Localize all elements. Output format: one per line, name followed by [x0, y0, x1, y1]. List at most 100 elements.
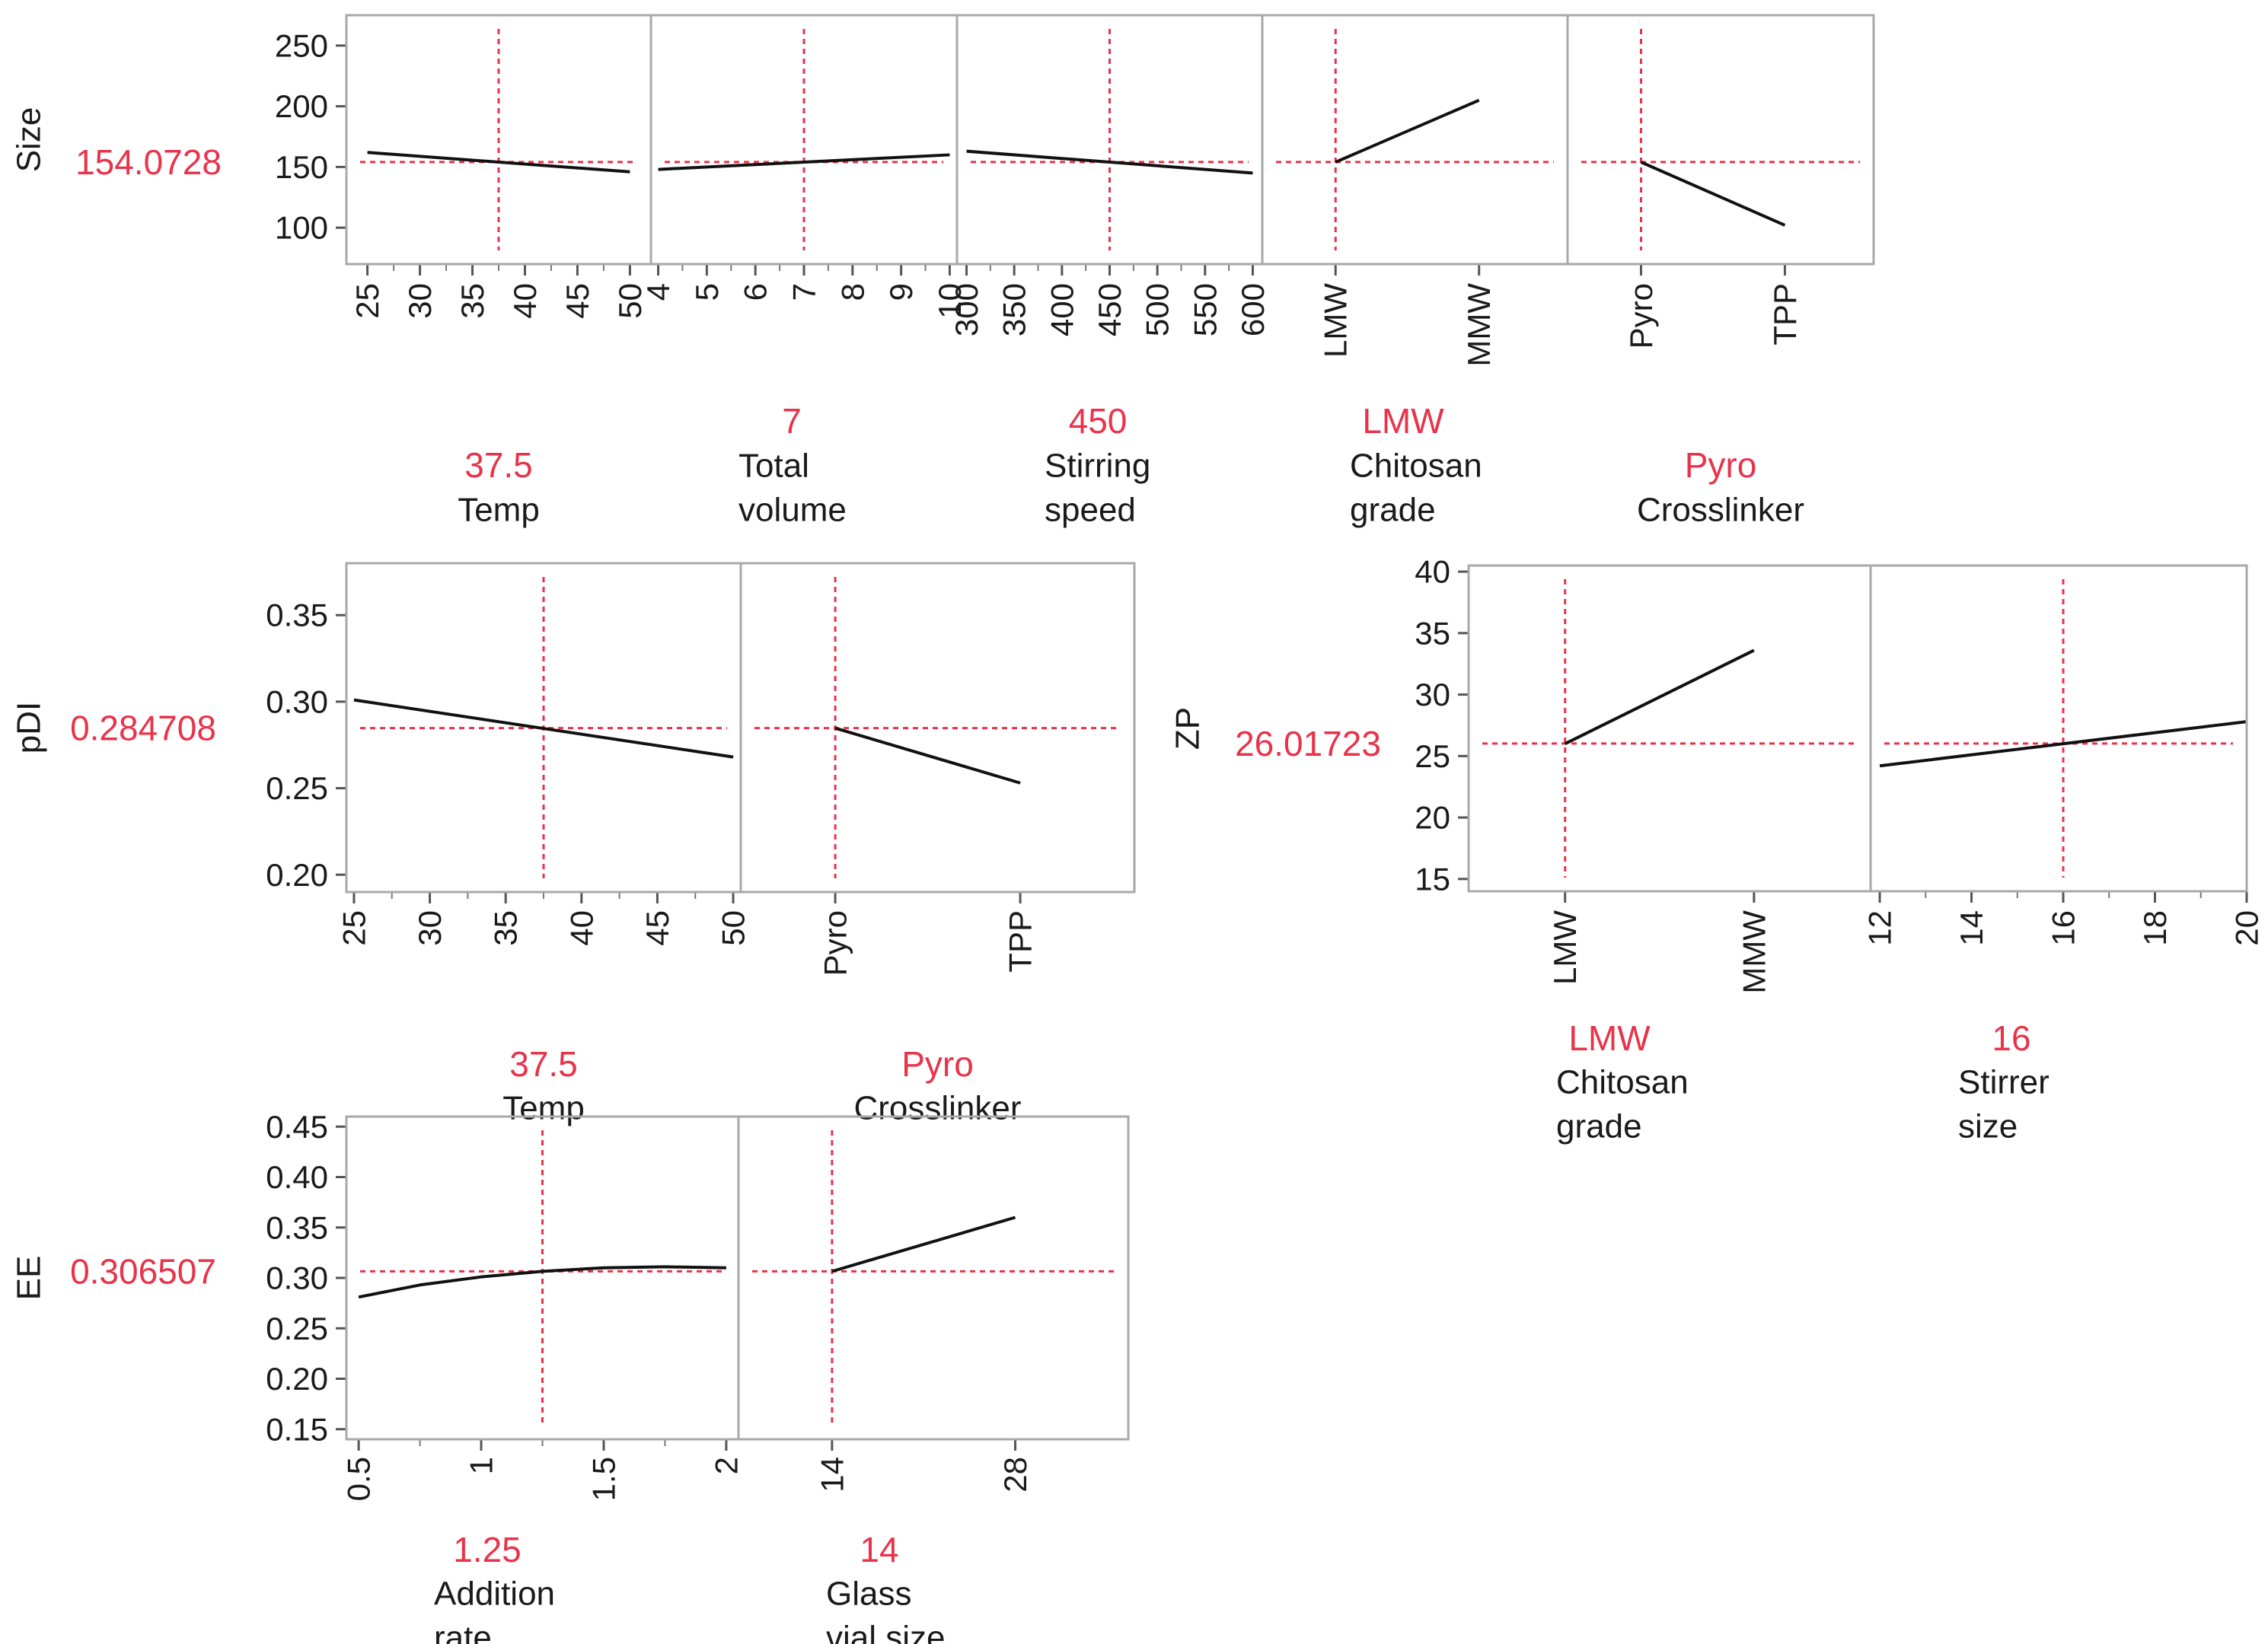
size-temp-current-value: 37.5 — [464, 445, 533, 485]
pdi-y-tick-label: 0.35 — [266, 597, 328, 633]
zp-y-tick-label: 20 — [1415, 800, 1450, 836]
size-stirring-speed-x-tick-label: 300 — [949, 283, 984, 336]
zp-stirrer-size-x-tick-label: 12 — [1862, 910, 1898, 946]
ee-y-tick-label: 0.30 — [266, 1260, 328, 1296]
ee-addition-rate-current-value: 1.25 — [453, 1530, 522, 1569]
zp-y-tick-label: 40 — [1415, 554, 1450, 590]
size-temp-x-tick-label: 50 — [612, 283, 648, 319]
zp-y-tick-label: 35 — [1415, 615, 1450, 651]
size-stirring-speed-x-tick-label: 400 — [1044, 283, 1080, 336]
size-temp-x-tick-label: 25 — [349, 283, 385, 319]
zp-chitosan-grade-factor-name: grade — [1556, 1108, 1642, 1145]
size-chitosan-grade-factor-name: Chitosan — [1350, 448, 1482, 485]
size-stirring-speed-x-tick-label: 500 — [1140, 283, 1175, 336]
zp-stirrer-size-factor-name: size — [1958, 1108, 2018, 1145]
pdi-temp-current-value: 37.5 — [509, 1044, 578, 1084]
ee-y-tick-label: 0.45 — [266, 1109, 328, 1145]
size-y-tick-label: 250 — [275, 27, 328, 63]
ee-y-tick-label: 0.25 — [266, 1311, 328, 1346]
zp-response-label: ZP — [1169, 707, 1207, 750]
size-crosslinker-category-label: TPP — [1767, 283, 1803, 346]
zp-stirrer-size-current-value: 16 — [1992, 1018, 2030, 1058]
zp-y-tick-label: 15 — [1415, 861, 1450, 897]
ee-glass-vial-size-factor-name: vial size — [826, 1620, 946, 1644]
pdi-response-label: pDI — [11, 702, 48, 754]
zp-chitosan-grade-panel-frame — [1467, 564, 1872, 893]
zp-chitosan-grade-category-label: LMW — [1547, 910, 1583, 985]
size-crosslinker-profile-trace — [1640, 161, 1786, 227]
zp-stirrer-size-x-tick-label: 18 — [2137, 910, 2173, 946]
pdi-y-tick-label: 0.25 — [266, 770, 328, 806]
size-chitosan-grade-category-label: LMW — [1318, 283, 1354, 358]
zp-stirrer-size-x-tick-label: 20 — [2229, 910, 2265, 946]
size-stirring-speed-x-tick-label: 550 — [1187, 283, 1223, 336]
size-total-volume-current-value: 7 — [782, 401, 802, 441]
pdi-temp-x-tick-label: 35 — [488, 910, 524, 946]
pdi-predicted-value: 0.284708 — [70, 709, 216, 748]
size-total-volume-x-tick-label: 9 — [883, 283, 919, 301]
ee-glass-vial-size-profile-trace — [831, 1215, 1016, 1273]
size-stirring-speed-x-tick-label: 600 — [1235, 283, 1271, 336]
size-temp-x-tick-label: 45 — [560, 283, 595, 319]
ee-addition-rate-factor-name: Addition — [434, 1576, 555, 1613]
ee-glass-vial-size-panel-frame — [737, 1115, 1130, 1441]
size-chitosan-grade-category-label: MMW — [1461, 283, 1497, 367]
zp-stirrer-size-x-tick-label: 16 — [2046, 910, 2081, 946]
size-crosslinker-current-value: Pyro — [1685, 445, 1757, 485]
pdi-temp-x-tick-label: 30 — [412, 910, 448, 946]
pdi-temp-profile-trace — [353, 698, 734, 759]
ee-y-tick-label: 0.20 — [266, 1361, 328, 1397]
size-stirring-speed-x-tick-label: 450 — [1092, 283, 1128, 336]
zp-chitosan-grade-profile-trace — [1564, 648, 1755, 745]
zp-stirrer-size-factor-name: Stirrer — [1958, 1064, 2049, 1101]
ee-addition-rate-x-tick-label: 1.5 — [585, 1457, 621, 1501]
pdi-crosslinker-category-label: TPP — [1003, 910, 1038, 973]
size-crosslinker-factor-name: Crosslinker — [1637, 492, 1804, 529]
ee-glass-vial-size-current-value: 14 — [860, 1530, 898, 1569]
size-stirring-speed-factor-name: speed — [1045, 492, 1136, 529]
size-y-tick-label: 200 — [275, 88, 328, 124]
pdi-crosslinker-current-value: Pyro — [901, 1044, 974, 1084]
ee-addition-rate-x-tick-label: 2 — [708, 1457, 744, 1474]
size-crosslinker-category-label: Pyro — [1623, 283, 1659, 349]
size-stirring-speed-factor-name: Stirring — [1045, 448, 1150, 485]
pdi-temp-x-tick-label: 45 — [640, 910, 675, 946]
zp-y-tick-label: 30 — [1415, 677, 1450, 712]
zp-stirrer-size-profile-trace — [1879, 720, 2247, 768]
size-stirring-speed-x-tick-label: 350 — [997, 283, 1032, 336]
ee-glass-vial-size-category-label: 28 — [997, 1457, 1033, 1493]
ee-y-tick-label: 0.40 — [266, 1159, 328, 1195]
size-total-volume-x-tick-label: 8 — [834, 283, 870, 301]
ee-addition-rate-profile-trace — [358, 1265, 726, 1299]
size-y-tick-label: 150 — [275, 149, 328, 185]
size-total-volume-x-tick-label: 5 — [689, 283, 725, 301]
size-chitosan-grade-panel-frame — [1261, 14, 1569, 266]
ee-addition-rate-factor-name: rate — [434, 1620, 492, 1644]
size-stirring-speed-profile-trace — [966, 149, 1253, 175]
size-temp-factor-name: Temp — [458, 492, 540, 529]
size-temp-x-tick-label: 40 — [507, 283, 543, 319]
ee-y-tick-label: 0.15 — [266, 1411, 328, 1447]
size-total-volume-x-tick-label: 7 — [786, 283, 822, 301]
size-total-volume-x-tick-label: 4 — [640, 283, 676, 301]
zp-chitosan-grade-factor-name: Chitosan — [1556, 1064, 1689, 1101]
pdi-temp-x-tick-label: 50 — [716, 910, 751, 946]
size-total-volume-x-tick-label: 10 — [932, 283, 968, 319]
zp-chitosan-grade-category-label: MMW — [1736, 910, 1772, 994]
ee-addition-rate-x-tick-label: 0.5 — [341, 1457, 377, 1501]
size-temp-x-tick-label: 35 — [455, 283, 490, 319]
ee-glass-vial-size-factor-name: Glass — [826, 1576, 911, 1613]
size-total-volume-x-tick-label: 6 — [738, 283, 774, 301]
pdi-temp-factor-name: Temp — [502, 1090, 585, 1127]
size-chitosan-grade-current-value: LMW — [1362, 401, 1444, 441]
size-predicted-value: 154.0728 — [75, 142, 222, 182]
pdi-y-tick-label: 0.30 — [266, 683, 328, 719]
ee-predicted-value: 0.306507 — [70, 1251, 216, 1291]
ee-response-label: EE — [11, 1256, 48, 1301]
size-crosslinker-panel-frame — [1566, 14, 1875, 266]
zp-y-tick-label: 25 — [1415, 738, 1450, 774]
size-chitosan-grade-factor-name: grade — [1350, 492, 1436, 529]
zp-predicted-value: 26.01723 — [1235, 724, 1381, 763]
pdi-temp-x-tick-label: 25 — [336, 910, 372, 946]
zp-stirrer-size-x-tick-label: 14 — [1954, 910, 1989, 946]
